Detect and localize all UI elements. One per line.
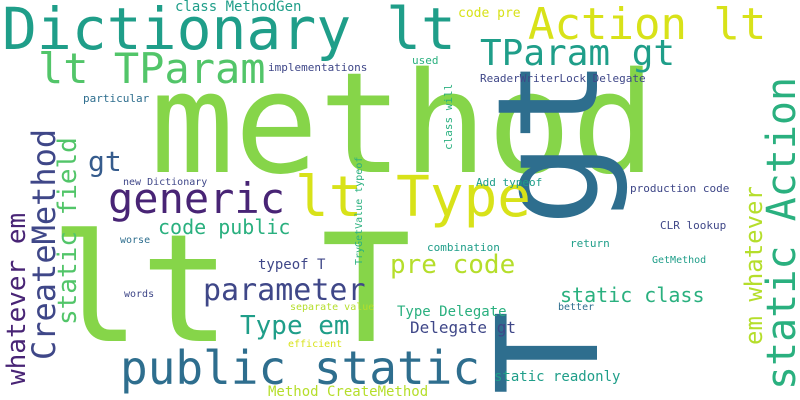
word-new-dictionary: new Dictionary [123,177,208,188]
word-dictionary-lt: Dictionary lt [2,0,456,63]
word-em-whatever: em whatever [740,186,768,345]
word-pre-code: pre code [390,250,516,280]
word-public-static: public static [120,341,481,395]
word-combination: combination [427,241,500,254]
word-static-class: static class [560,283,705,307]
word-tparam-gt: TParam gt [480,33,676,74]
word-class-methodgen: class MethodGen [175,0,302,15]
word-delegate-gt: Delegate gt [410,318,516,337]
word-better: better [558,302,595,313]
word-readerwriterlock-delegate: ReaderWriterLock Delegate [480,72,646,85]
word-trygetvalue-typeof: TryGetValue typeof [354,156,365,265]
word-return: return [570,237,610,250]
word-add-typeof: Add typeof [476,176,543,189]
word-action-lt: Action lt [528,0,767,50]
word-static-readonly: static readonly [494,369,621,385]
word-worse: worse [120,235,151,246]
word-production-code: production code [630,182,730,195]
word-code-public: code public [158,215,291,239]
word-clr-lookup: CLR lookup [660,219,727,232]
word-lt-t: lt T [50,203,412,377]
word-code-pre: code pre [458,6,521,21]
word-generic: generic [108,174,286,223]
word-static-field: static field [53,137,83,325]
word-gt: gt [88,145,122,178]
word-typeof-t: typeof T [258,257,326,273]
word-efficient: efficient [288,339,343,350]
word-particular: particular [83,92,150,105]
word-class-will: class will [442,83,455,150]
word-words: words [124,289,155,300]
word-getmethod: GetMethod [652,255,707,266]
word-used: used [412,54,439,67]
word-method-createmethod: Method CreateMethod [268,384,429,400]
word-lt-type: lt Type [295,165,532,230]
word-type-em: Type em [240,311,350,341]
word-lt-tparam: lt TParam [38,44,266,93]
word-separate-value: separate value [290,302,375,313]
word-parameter: parameter [203,273,366,308]
word-type-delegate: Type Delegate [397,304,507,320]
word-whatever-em: whatever em [2,212,32,385]
word-method: method [150,43,656,206]
word-implementations: implementations [268,61,368,74]
